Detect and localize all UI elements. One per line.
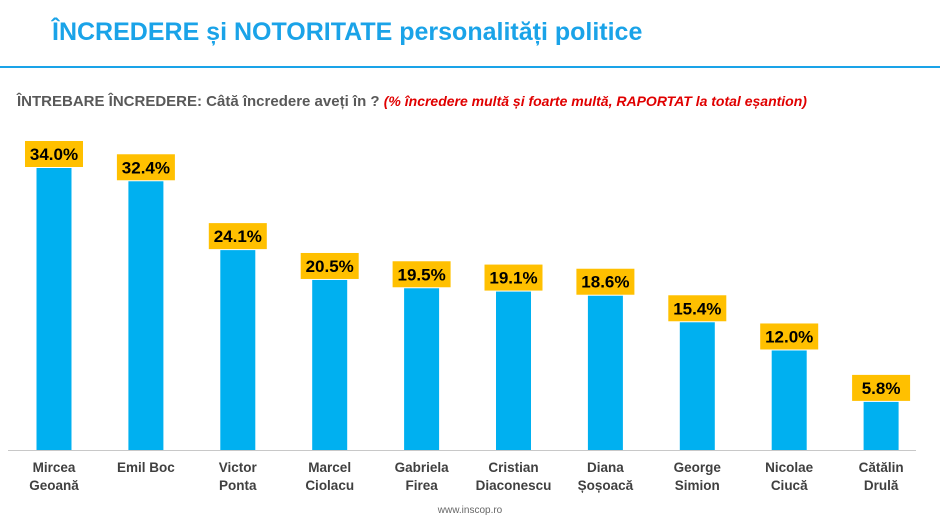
data-label: 15.4% xyxy=(673,299,721,318)
category-label: Diana xyxy=(587,460,624,475)
category-label: Simion xyxy=(675,478,720,493)
category-label: Mircea xyxy=(33,460,76,475)
data-label-bg xyxy=(392,261,451,288)
category-label: Cătălin xyxy=(859,460,904,475)
category-label: Nicolae xyxy=(765,460,814,475)
data-label: 19.5% xyxy=(397,265,445,284)
data-label-bg xyxy=(760,323,819,350)
page-title: ÎNCREDERE și NOTORITATE personalități po… xyxy=(52,18,643,46)
category-label: Marcel xyxy=(308,460,351,475)
data-label: 24.1% xyxy=(214,227,262,246)
category-label: Diaconescu xyxy=(476,478,552,493)
data-label: 32.4% xyxy=(122,158,170,177)
bar xyxy=(679,322,715,450)
data-label: 19.1% xyxy=(489,269,537,288)
bar xyxy=(587,295,623,450)
category-label: Șoșoacă xyxy=(578,478,634,493)
data-label-bg xyxy=(668,295,727,322)
data-label-bg xyxy=(484,264,543,291)
category-label: Gabriela xyxy=(395,460,450,475)
source-footer: www.inscop.ro xyxy=(437,505,503,516)
data-label-bg xyxy=(25,141,83,167)
category-label: Ciucă xyxy=(771,478,808,493)
data-label-bg xyxy=(116,154,175,181)
title-divider xyxy=(0,66,940,68)
question-text: ÎNTREBARE ÎNCREDERE: Câtă încredere aveț… xyxy=(17,93,380,110)
data-label-bg xyxy=(300,252,359,279)
category-label: Geoană xyxy=(29,478,79,493)
question-line: ÎNTREBARE ÎNCREDERE: Câtă încredere aveț… xyxy=(17,93,807,110)
category-label: Ponta xyxy=(219,478,257,493)
category-label: George xyxy=(674,460,722,475)
bar xyxy=(220,250,256,450)
bar xyxy=(771,350,807,450)
data-label: 18.6% xyxy=(581,273,629,292)
data-label-bg xyxy=(852,374,911,401)
bar xyxy=(404,288,440,450)
data-label-bg xyxy=(576,268,635,295)
data-label: 20.5% xyxy=(306,257,354,276)
question-note: (% încredere multă și foarte multă, RAPO… xyxy=(383,93,807,109)
category-label: Emil Boc xyxy=(117,460,175,475)
category-label: Cristian xyxy=(488,460,538,475)
data-label: 12.0% xyxy=(765,327,813,346)
category-label: Firea xyxy=(405,478,438,493)
data-label: 5.8% xyxy=(862,379,901,398)
bar xyxy=(496,291,531,450)
data-label-bg xyxy=(208,223,267,250)
category-label: Drulă xyxy=(864,478,899,493)
data-label: 34.0% xyxy=(30,145,78,164)
category-label: Ciolacu xyxy=(305,478,354,493)
bar xyxy=(863,401,899,450)
category-label: Victor xyxy=(219,460,258,475)
bar xyxy=(312,279,348,450)
bar xyxy=(128,181,164,451)
bar xyxy=(36,168,72,450)
